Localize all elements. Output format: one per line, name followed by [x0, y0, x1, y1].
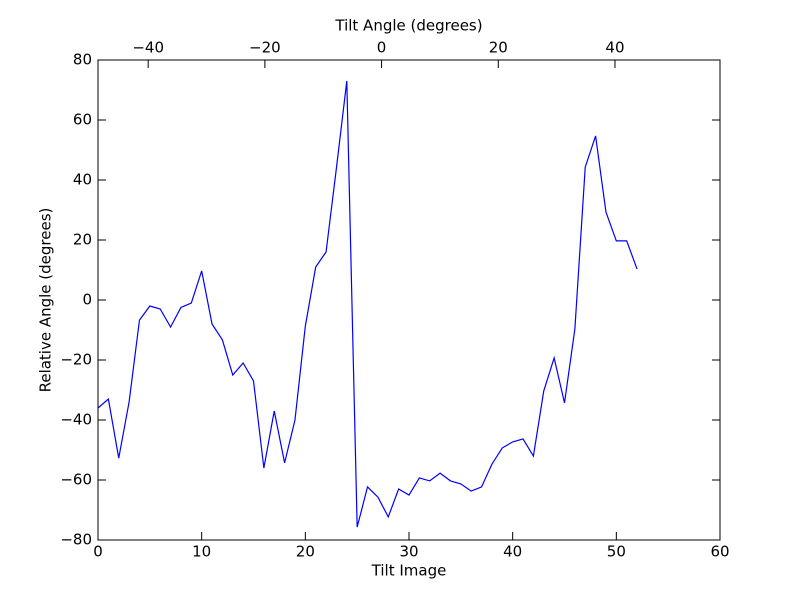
y-tick-label: −80: [60, 531, 92, 549]
x-tick-label: 30: [399, 543, 418, 561]
x2-tick-label: −40: [132, 39, 164, 57]
x-axis-label: Tilt Image: [371, 562, 447, 580]
y-tick-label: 80: [73, 51, 92, 69]
y-tick-label: 0: [82, 291, 92, 309]
x-tick-label: 50: [607, 543, 626, 561]
y-tick-label: 40: [73, 171, 92, 189]
y-tick-label: −20: [60, 351, 92, 369]
x2-tick-label: −20: [249, 39, 281, 57]
line-series: [97, 80, 638, 528]
plot-frame: [97, 59, 721, 541]
y-axis-label: Relative Angle (degrees): [37, 208, 55, 393]
y-tick-label: −60: [60, 471, 92, 489]
x2-tick-label: 20: [489, 39, 508, 57]
x-tick-label: 0: [93, 543, 103, 561]
x2-axis-label: Tilt Angle (degrees): [334, 17, 482, 35]
y-tick-label: −40: [60, 411, 92, 429]
x2-tick-label: 40: [605, 39, 624, 57]
y-tick-label: 20: [73, 231, 92, 249]
x-tick-label: 10: [192, 543, 211, 561]
x-tick-label: 60: [710, 543, 729, 561]
y-tick-label: 60: [73, 111, 92, 129]
x2-tick-label: 0: [377, 39, 387, 57]
x-tick-label: 40: [503, 543, 522, 561]
x-tick-label: 20: [296, 543, 315, 561]
